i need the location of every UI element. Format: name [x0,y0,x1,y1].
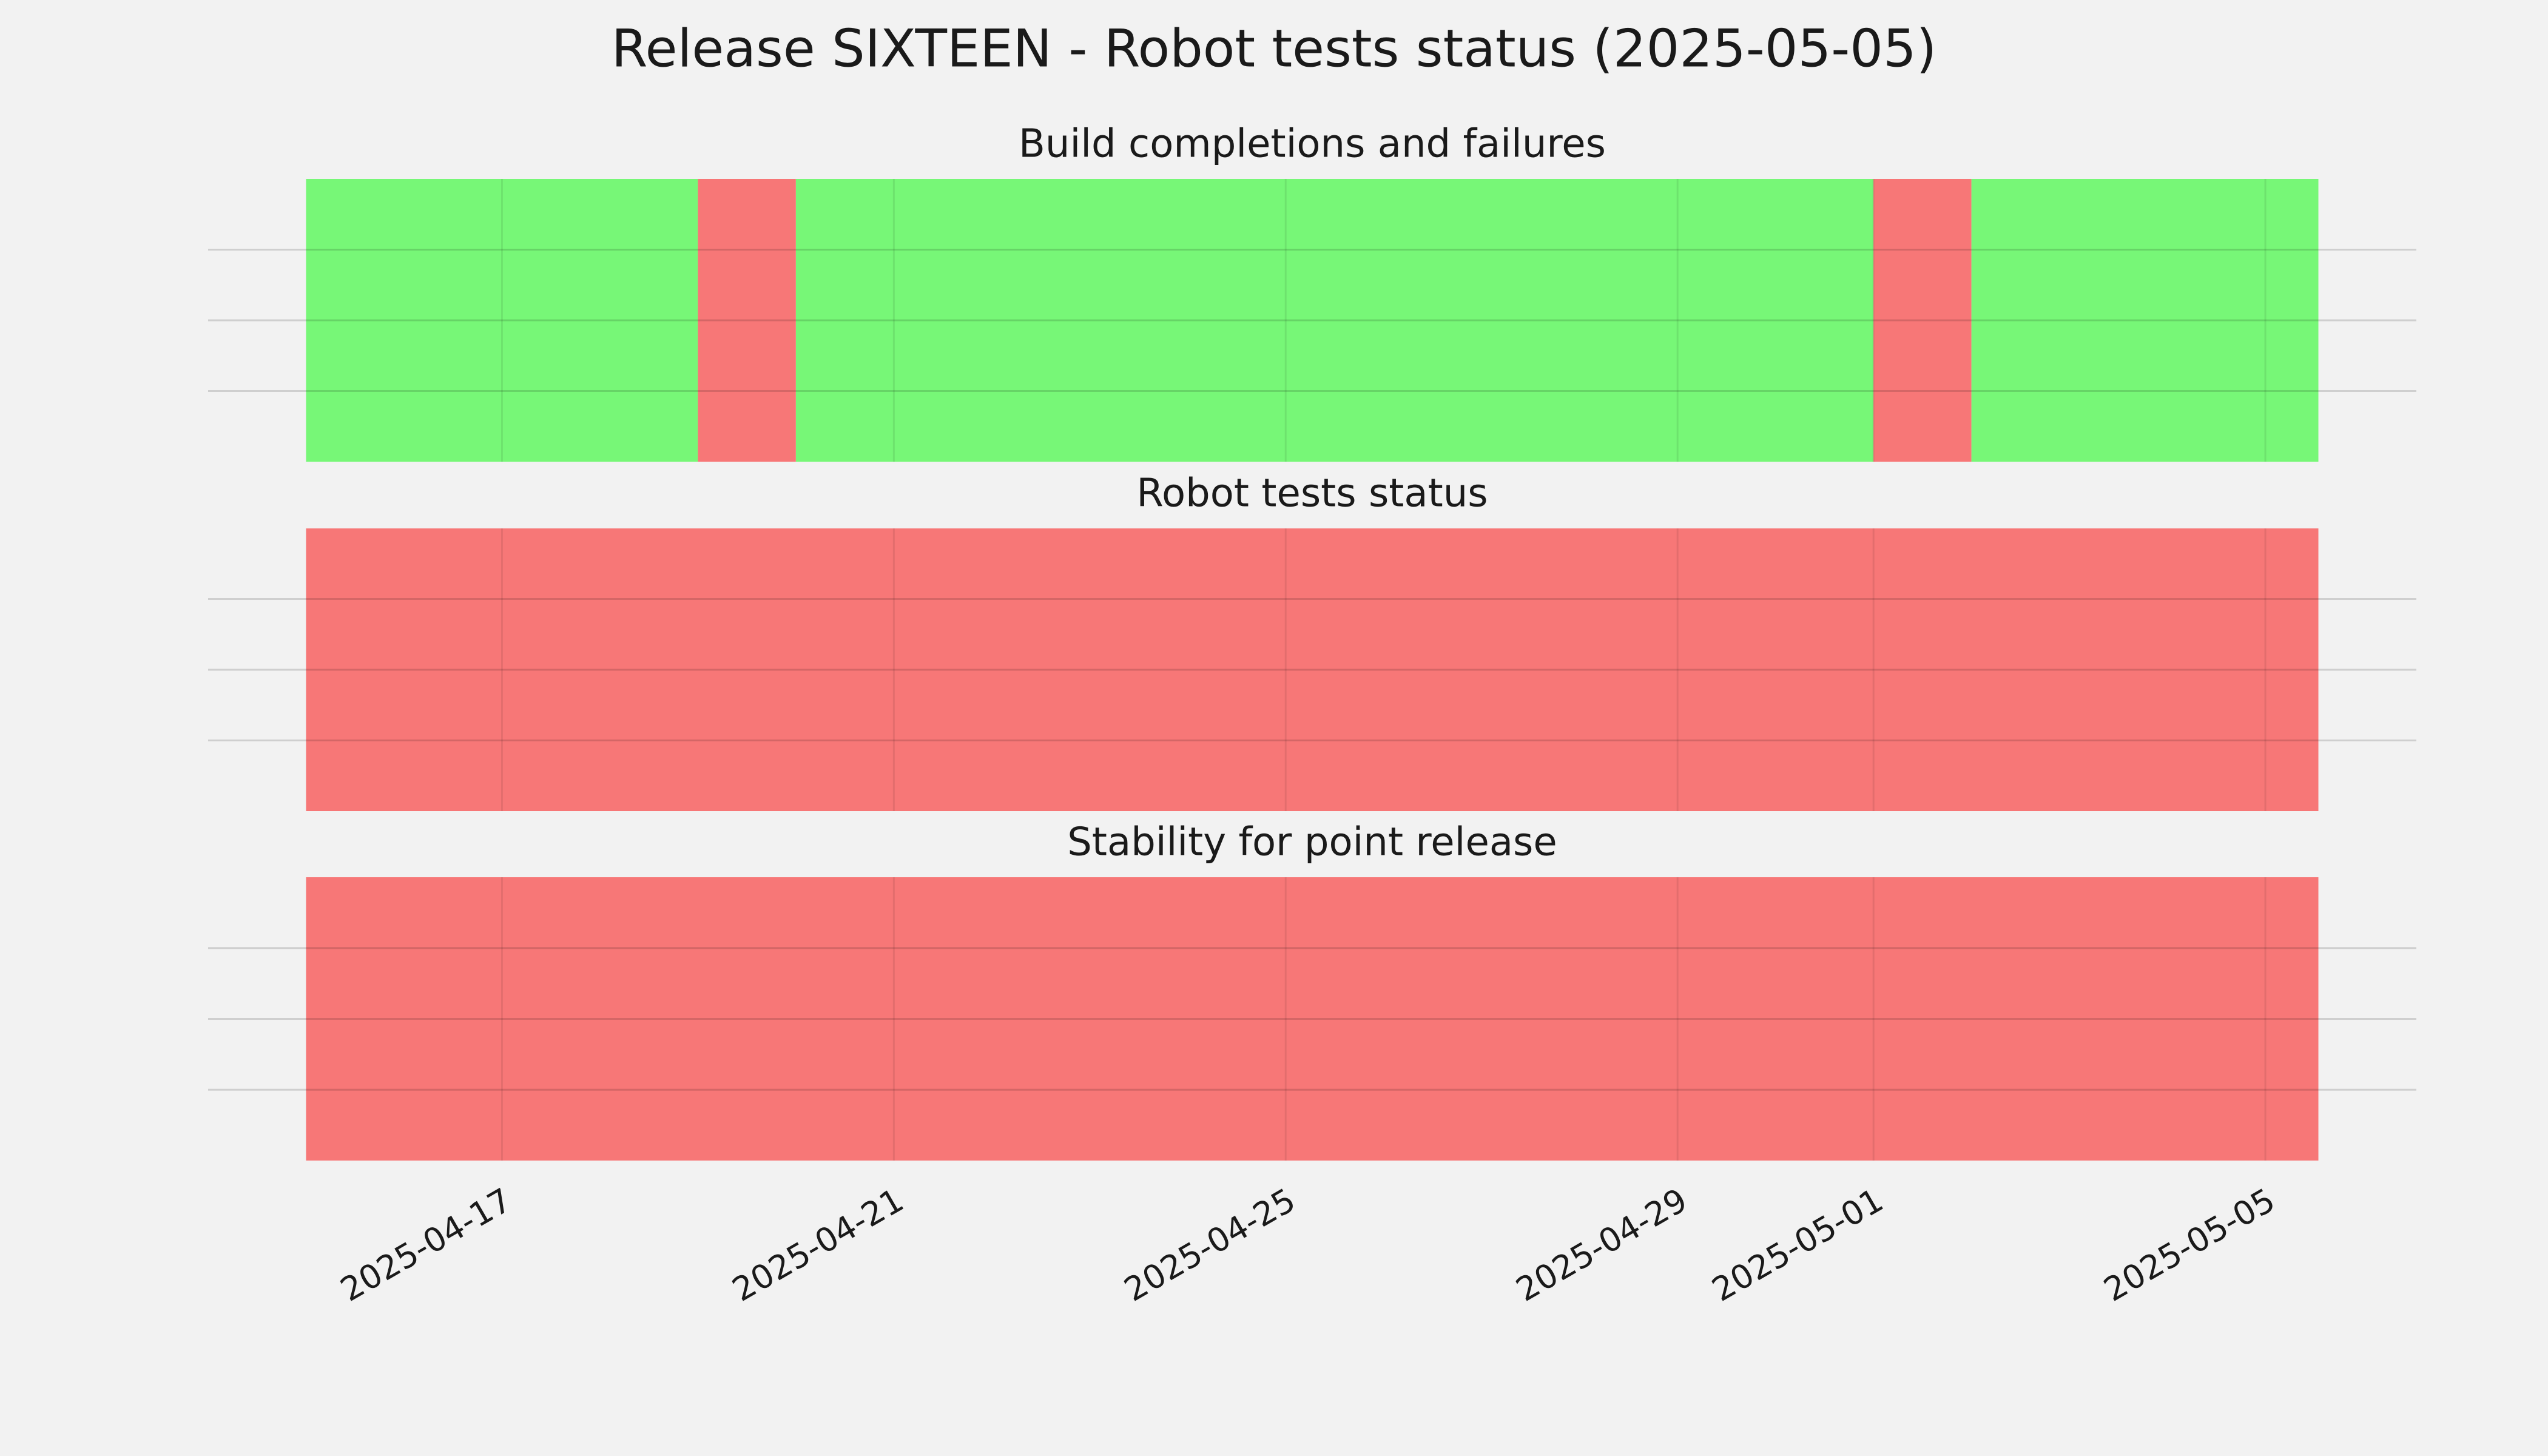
x-tick-label: 2025-04-25 [1117,1181,1301,1309]
status-span [306,877,2319,1161]
x-tick-label: 2025-05-01 [1705,1181,1889,1309]
x-tick-label: 2025-04-29 [1509,1181,1693,1309]
status-span [306,179,698,462]
status-span [1971,179,2319,462]
x-tick-label: 2025-04-17 [334,1181,518,1309]
chart-title: Release SIXTEEN - Robot tests status (20… [612,18,1937,79]
panel-title: Robot tests status [1136,471,1488,516]
status-span [698,179,796,462]
status-span [1873,179,1972,462]
panel-title: Build completions and failures [1019,122,1606,167]
x-tick-label: 2025-04-21 [726,1181,910,1309]
panel-title: Stability for point release [1067,820,1557,865]
x-tick-label: 2025-05-05 [2097,1181,2281,1309]
status-span [306,528,2319,811]
status-span [795,179,1874,462]
